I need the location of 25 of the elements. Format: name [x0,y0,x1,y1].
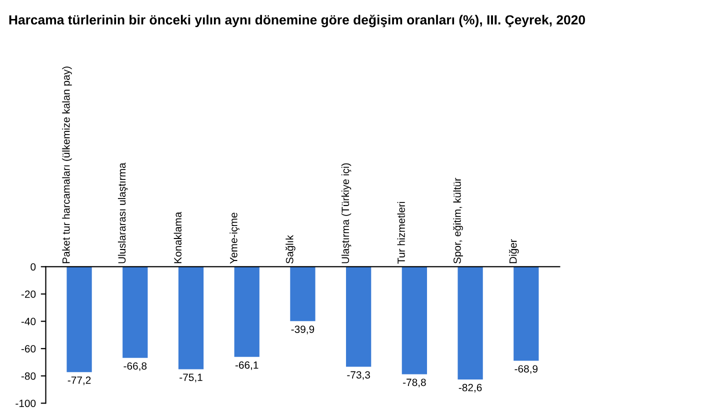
y-tick-label: -40 [21,318,36,326]
data-label: -66,1 [235,361,258,370]
data-label: -75,1 [180,374,202,382]
x-tick-label: Konaklama [174,212,182,264]
y-tick-label: 0 [30,263,36,271]
data-label: -73,3 [347,371,370,380]
x-tick-label: Spor, eğitim, kültür [453,178,463,264]
x-tick-label: Tur hizmetleri [397,202,405,264]
data-label: -78,8 [403,378,426,388]
y-tick-label: -60 [21,345,36,352]
data-label: -66,8 [124,362,147,371]
data-label: -39,9 [291,326,314,334]
x-tick-label: Ulaştırma (Türkiye içi) [341,163,352,264]
data-label: -77,2 [68,376,91,386]
x-tick-label: Diğer [508,239,519,264]
data-label: -82,6 [458,384,482,392]
data-label: -68,9 [514,365,538,374]
y-tick-label: -100 [16,400,36,408]
x-tick-label: Uluslararası ulaştırma [118,162,128,264]
y-tick-label: -20 [21,290,36,298]
x-tick-label: Paket tur harcamaları (ülkemize kalan pay) [62,66,72,264]
y-tick-label: -80 [21,372,36,380]
x-tick-label: Yeme-içme [230,212,240,264]
chart-title: Harcama türlerinin bir önceki yılın aynı dönemine göre değişim oranları (%), III. Çeyrek, 2020 [9,14,585,28]
x-tick-label: Sağlık [286,235,296,264]
